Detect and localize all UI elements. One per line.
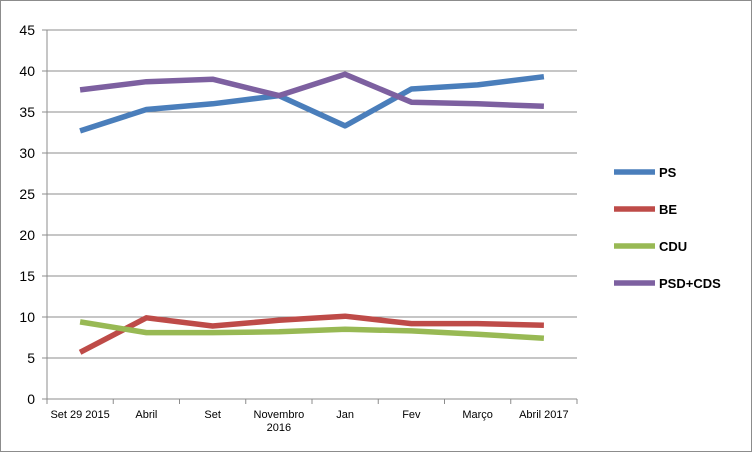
series-line-cdu	[79, 319, 545, 342]
legend: PS BE CDU PSD+CDS	[614, 165, 721, 291]
legend-label: PS	[659, 165, 677, 180]
x-tick-label: Abril	[135, 409, 157, 421]
y-tick-label: 25	[19, 186, 35, 202]
y-tick-label: 35	[19, 104, 35, 120]
x-tick-label: Março	[462, 409, 493, 421]
x-tick-label: Novembro 2016	[254, 409, 305, 434]
legend-label: BE	[659, 202, 677, 217]
y-tick-label: 15	[19, 268, 35, 284]
x-tick-label: Abril 2017	[519, 409, 569, 421]
gridlines	[47, 29, 577, 359]
x-tick-label: Set 29 2015	[50, 409, 109, 421]
y-tick-label: 20	[19, 227, 35, 243]
y-tick-label: 10	[19, 309, 35, 325]
y-tick-label: 5	[27, 350, 35, 366]
tick-labels: 0 5 10 15 20 25 30 35 40 45 Set 29 2015 Abril Set Nov…	[19, 22, 568, 434]
series-line-be	[78, 313, 544, 355]
y-tick-label: 40	[19, 63, 35, 79]
x-tick-label: Jan	[336, 409, 354, 421]
legend-label: CDU	[659, 239, 687, 254]
series-lines	[78, 71, 545, 355]
legend-label: PSD+CDS	[659, 276, 721, 291]
series-line-psd-cds	[79, 71, 545, 110]
y-tick-label: 30	[19, 145, 35, 161]
y-tick-label: 0	[27, 391, 35, 407]
y-tick-label: 45	[19, 22, 35, 38]
x-tick-label: Fev	[402, 409, 421, 421]
axes	[42, 29, 578, 404]
x-tick-label: Set	[204, 409, 221, 421]
series-line-ps	[79, 73, 545, 134]
